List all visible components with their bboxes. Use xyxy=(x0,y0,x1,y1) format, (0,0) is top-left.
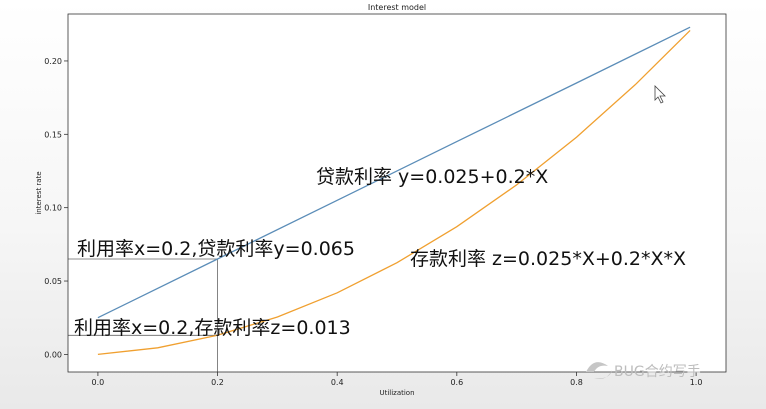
watermark-logo-icon xyxy=(586,362,612,379)
x-tick-label: 1.0 xyxy=(690,378,703,387)
x-axis-label: Utilization xyxy=(379,389,414,397)
y-tick-label: 0.20 xyxy=(44,57,62,66)
x-tick-label: 0.2 xyxy=(211,378,224,387)
y-tick-label: 0.05 xyxy=(44,277,62,286)
y-tick-label: 0.15 xyxy=(44,130,62,139)
x-tick-label: 0.6 xyxy=(450,378,463,387)
loan-point-annotation: 利用率x=0.2,贷款利率y=0.065 xyxy=(77,238,355,260)
x-tick-label: 0.4 xyxy=(331,378,344,387)
watermark: BUG合约写手 xyxy=(586,362,701,380)
loan-rate-line xyxy=(97,26,691,319)
y-tick-label: 0.10 xyxy=(44,204,62,213)
deposit-formula-annotation: 存款利率 z=0.025*X+0.2*X*X xyxy=(410,248,686,270)
y-tick-label: 0.00 xyxy=(44,350,62,359)
deposit-rate-line xyxy=(97,29,691,356)
chart-title: Interest model xyxy=(368,3,426,12)
y-axis-label: interest rate xyxy=(35,171,43,214)
plot-area xyxy=(68,14,726,372)
x-tick-label: 0.8 xyxy=(570,378,583,387)
mouse-cursor-icon xyxy=(654,85,666,104)
watermark-text: BUG合约写手 xyxy=(614,364,701,380)
loan-formula-annotation: 贷款利率 y=0.025+0.2*X xyxy=(316,166,548,188)
plot-frame xyxy=(67,13,727,373)
deposit-point-annotation: 利用率x=0.2,存款利率z=0.013 xyxy=(74,317,351,339)
x-tick-label: 0.0 xyxy=(92,378,105,387)
